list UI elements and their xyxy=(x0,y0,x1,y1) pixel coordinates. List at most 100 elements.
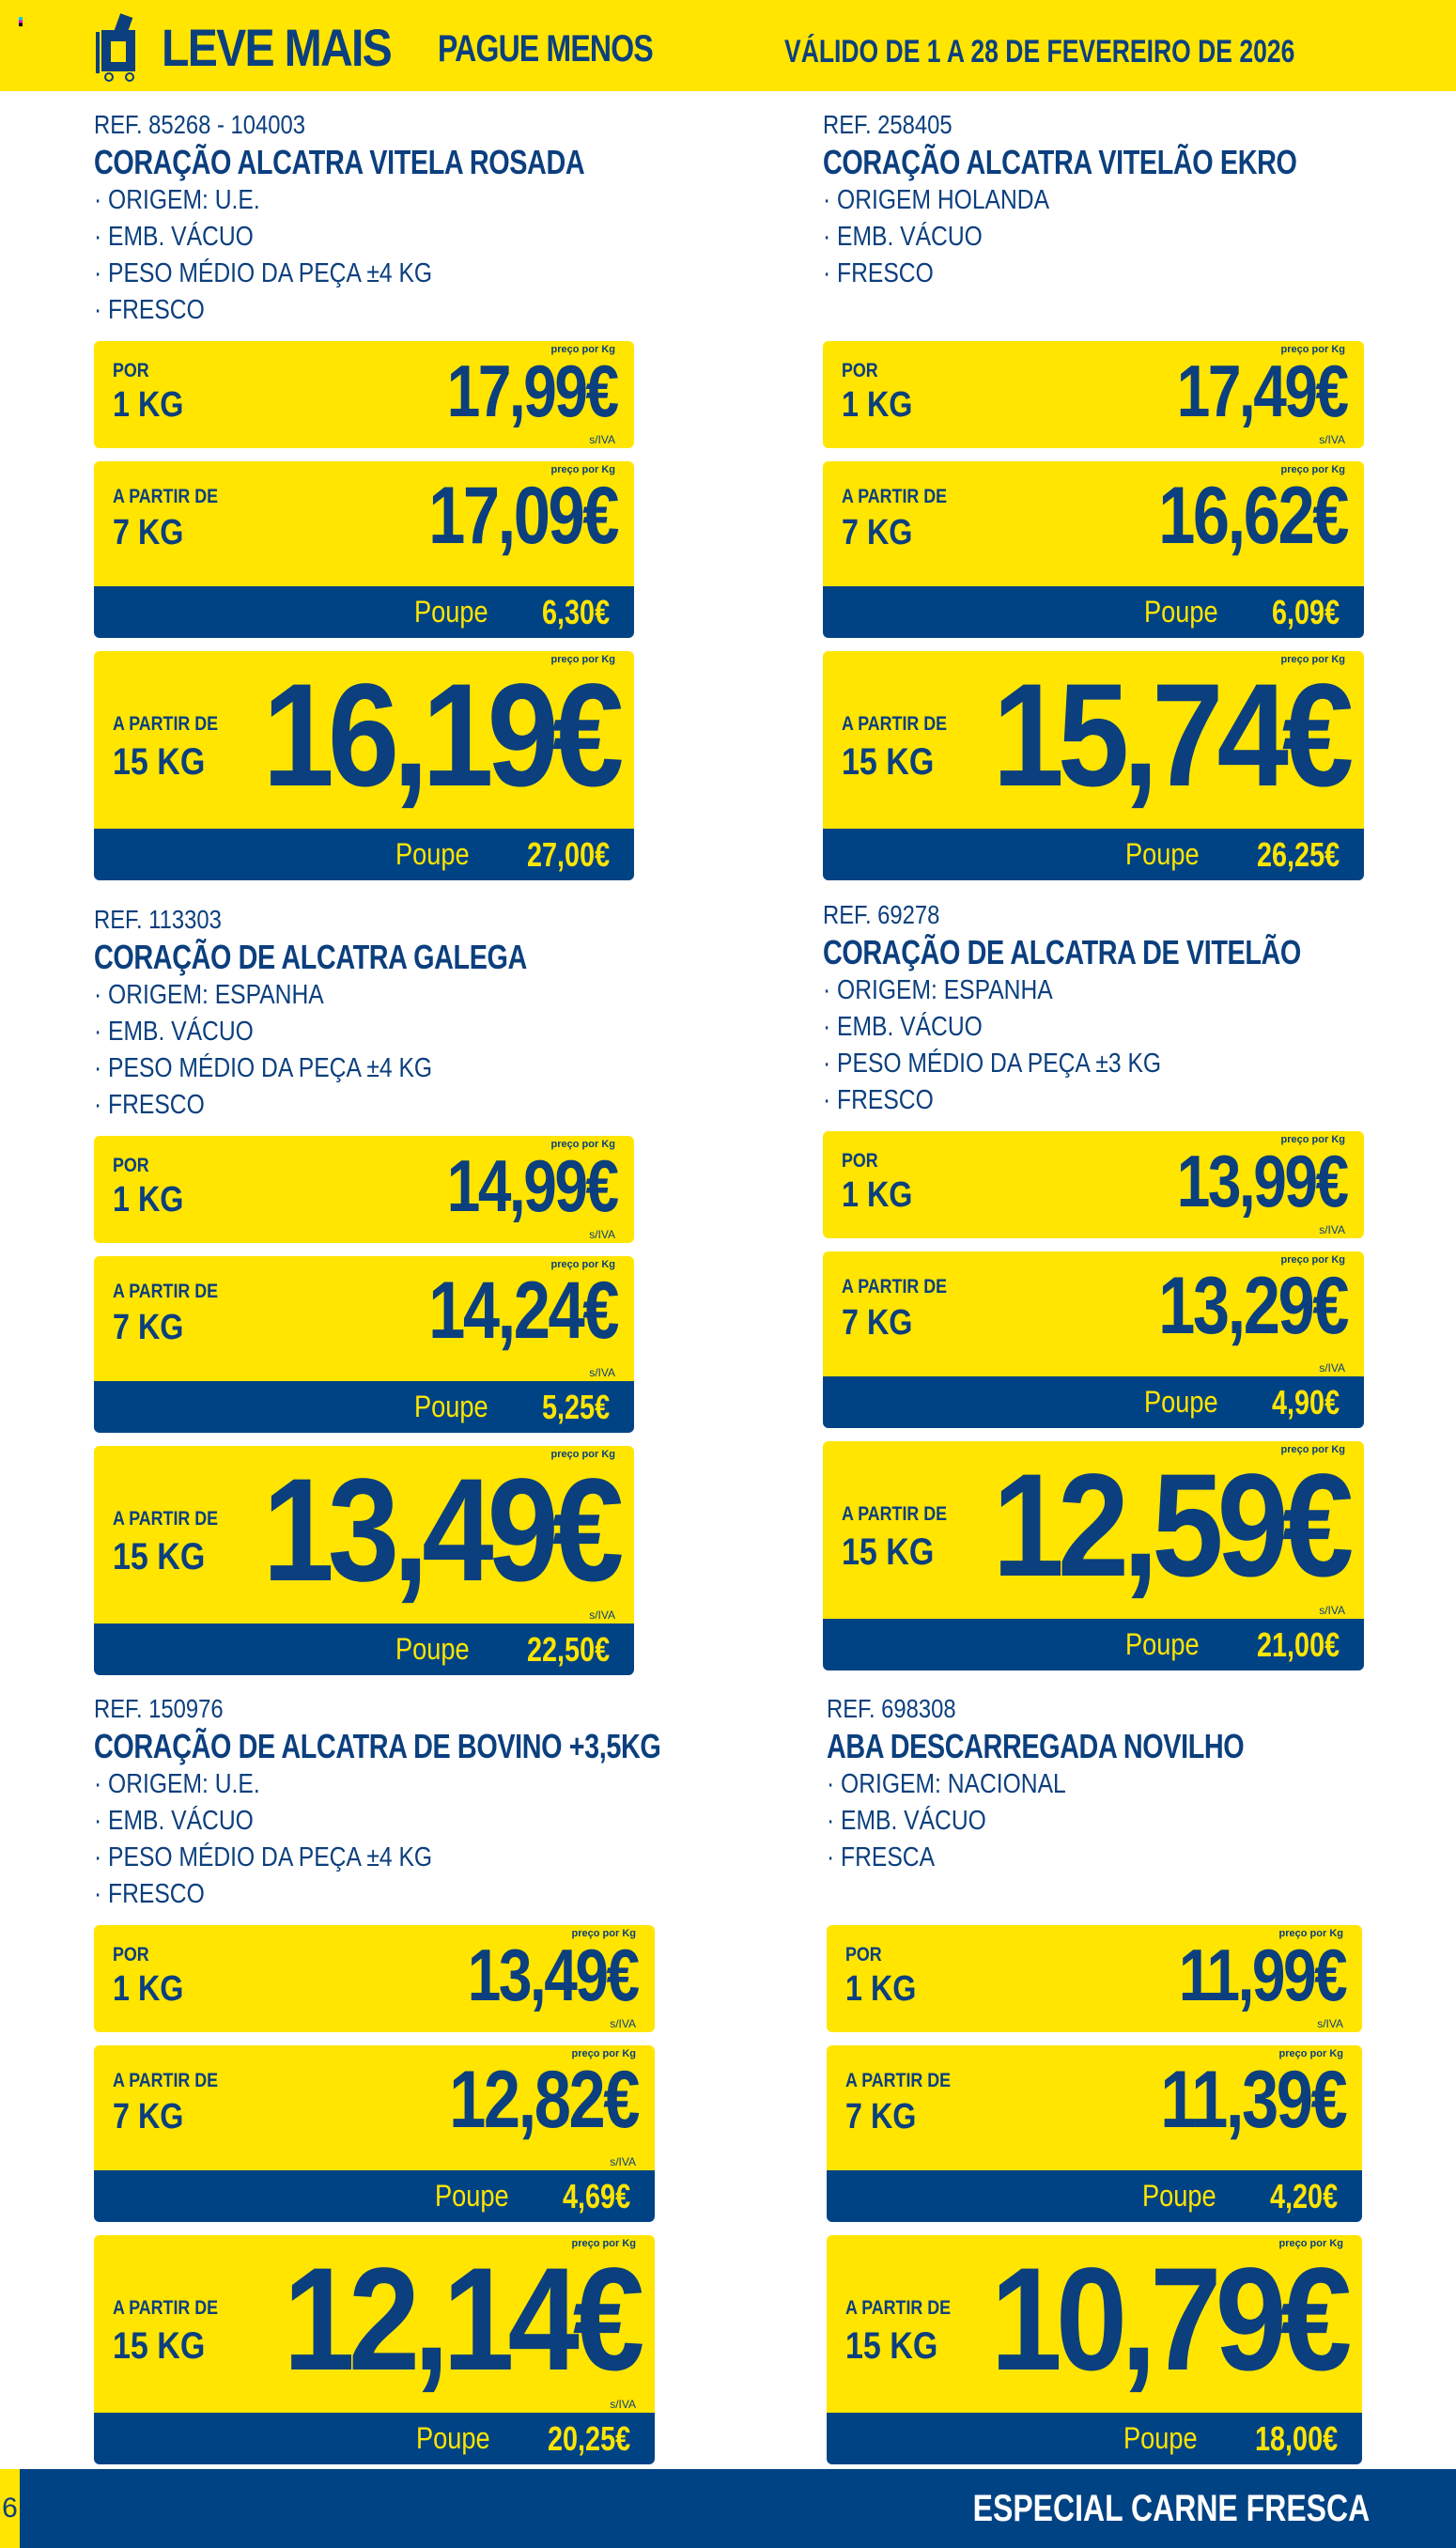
tier-price: 13,29€ xyxy=(1158,1261,1349,1351)
tier-price: 16,62€ xyxy=(1158,471,1349,561)
product-ref: REF. 150976 xyxy=(94,1694,224,1723)
savings-label: Poupe xyxy=(1142,2179,1216,2213)
price-panel: A PARTIR DE 15 KG preço por Kg 12,59€ s/IVA xyxy=(823,1441,1364,1619)
feature-item: · EMB. VÁCUO xyxy=(94,222,254,252)
price-per-kg-label: preço por Kg xyxy=(571,1928,636,1939)
savings-bar: Poupe 4,69€ xyxy=(94,2170,655,2222)
tier-prefix: A PARTIR DE xyxy=(845,2070,952,2091)
savings-value: 21,00€ xyxy=(1256,1624,1340,1664)
tier-quantity: 1 KG xyxy=(113,385,184,425)
product-title: CORAÇÃO DE ALCATRA DE VITELÃO xyxy=(823,933,1301,971)
price-panel: A PARTIR DE 7 KG preço por Kg 14,24€ s/IVA xyxy=(94,1256,634,1381)
tier-prefix: A PARTIR DE xyxy=(113,1508,219,1530)
savings-bar: Poupe 20,25€ xyxy=(94,2413,655,2464)
tier-price: 11,39€ xyxy=(1159,2055,1348,2145)
product-card: REF. 85268 - 104003 CORAÇÃO ALCATRA VITEL… xyxy=(94,107,634,893)
price-tier-2: A PARTIR DE 7 KG preço por Kg 17,09€ Poupe 6,… xyxy=(94,461,634,638)
savings-bar: Poupe 4,20€ xyxy=(827,2170,1362,2222)
tier-quantity: 1 KG xyxy=(113,1180,184,1220)
product-ref: REF. 698308 xyxy=(827,1694,956,1723)
tier-price: 14,24€ xyxy=(428,1266,619,1356)
tier-price: 10,79€ xyxy=(990,2238,1352,2401)
price-per-kg-label: preço por Kg xyxy=(571,2048,636,2059)
vat-note: s/IVA xyxy=(1317,2017,1343,2030)
tier-quantity: 1 KG xyxy=(842,385,913,425)
savings-label: Poupe xyxy=(395,837,470,871)
price-tier-1: POR 1 KG preço por Kg 17,99€ s/IVA xyxy=(94,341,634,448)
feature-item: · EMB. VÁCUO xyxy=(94,1017,254,1047)
price-per-kg-label: preço por Kg xyxy=(1280,1134,1345,1145)
price-tier-3: A PARTIR DE 15 KG preço por Kg 16,19€ Poupe 2… xyxy=(94,651,634,880)
tier-prefix: A PARTIR DE xyxy=(113,486,219,507)
tier-quantity: 1 KG xyxy=(113,1969,184,2009)
feature-item: · FRESCO xyxy=(94,1090,205,1120)
tier-quantity: 7 KG xyxy=(842,513,913,552)
tier-price: 12,59€ xyxy=(992,1444,1354,1608)
tier-quantity: 7 KG xyxy=(113,513,184,552)
price-panel: A PARTIR DE 7 KG preço por Kg 17,09€ xyxy=(94,461,634,586)
price-panel: POR 1 KG preço por Kg 13,99€ s/IVA xyxy=(823,1131,1364,1238)
savings-value: 6,30€ xyxy=(541,592,610,631)
tier-quantity: 15 KG xyxy=(113,2325,206,2367)
vat-note: s/IVA xyxy=(1319,433,1345,446)
vat-note: s/IVA xyxy=(610,2398,636,2411)
product-ref: REF. 85268 - 104003 xyxy=(94,110,305,139)
price-panel: A PARTIR DE 15 KG preço por Kg 10,79€ xyxy=(827,2235,1362,2413)
savings-bar: Poupe 5,25€ xyxy=(94,1381,634,1433)
price-tier-1: POR 1 KG preço por Kg 17,49€ s/IVA xyxy=(823,341,1364,448)
price-tier-1: POR 1 KG preço por Kg 13,99€ s/IVA xyxy=(823,1131,1364,1238)
tier-quantity: 7 KG xyxy=(842,1303,913,1343)
savings-label: Poupe xyxy=(416,2421,490,2455)
savings-label: Poupe xyxy=(435,2179,509,2213)
price-per-kg-label: preço por Kg xyxy=(1278,2048,1343,2059)
tier-prefix: POR xyxy=(113,1944,149,1965)
price-panel: POR 1 KG preço por Kg 14,99€ s/IVA xyxy=(94,1136,634,1243)
tier-price: 12,82€ xyxy=(449,2055,640,2145)
feature-item: · PESO MÉDIO DA PEÇA ±4 KG xyxy=(94,1842,433,1872)
vat-note: s/IVA xyxy=(610,2017,636,2030)
savings-label: Poupe xyxy=(395,1632,470,1666)
price-tier-1: POR 1 KG preço por Kg 13,49€ s/IVA xyxy=(94,1925,655,2032)
tier-price: 15,74€ xyxy=(992,654,1354,817)
tier-quantity: 15 KG xyxy=(842,1531,935,1573)
vat-note: s/IVA xyxy=(1319,1361,1345,1375)
header-banner: LEVE MAIS PAGUE MENOS VÁLIDO DE 1 A 28 D… xyxy=(0,0,1456,91)
price-tier-2: A PARTIR DE 7 KG preço por Kg 14,24€ s/IVA Po… xyxy=(94,1256,634,1433)
feature-item: · ORIGEM: U.E. xyxy=(94,1769,260,1799)
feature-item: · PESO MÉDIO DA PEÇA ±4 KG xyxy=(94,1053,433,1083)
product-title: CORAÇÃO DE ALCATRA GALEGA xyxy=(94,938,527,976)
vat-note: s/IVA xyxy=(589,1608,615,1622)
product-features: · ORIGEM HOLANDA · EMB. VÁCUO · FRESCO xyxy=(823,182,1283,341)
savings-label: Poupe xyxy=(1144,1385,1218,1419)
feature-item: · EMB. VÁCUO xyxy=(94,1806,254,1836)
product-card: REF. 69278 CORAÇÃO DE ALCATRA DE VITELÃO ·… xyxy=(823,897,1364,1684)
tier-prefix: A PARTIR DE xyxy=(113,713,219,735)
product-card: REF. 113303 CORAÇÃO DE ALCATRA GALEGA · OR… xyxy=(94,902,634,1688)
savings-label: Poupe xyxy=(1144,595,1218,629)
price-panel: A PARTIR DE 7 KG preço por Kg 12,82€ s/IVA xyxy=(94,2045,655,2170)
savings-value: 4,69€ xyxy=(562,2176,630,2215)
footer-bar: 6 ESPECIAL CARNE FRESCA xyxy=(0,2469,1456,2548)
product-features: · ORIGEM: U.E. · EMB. VÁCUO · PESO MÉDIO D… xyxy=(94,1766,570,1925)
price-panel: POR 1 KG preço por Kg 17,99€ s/IVA xyxy=(94,341,634,448)
savings-value: 20,25€ xyxy=(547,2418,630,2458)
price-per-kg-label: preço por Kg xyxy=(550,654,615,665)
price-per-kg-label: preço por Kg xyxy=(1280,1254,1345,1266)
product-features: · ORIGEM: NACIONAL · EMB. VÁCUO · FRESCA xyxy=(827,1766,1282,1925)
tier-quantity: 7 KG xyxy=(113,1308,184,1347)
tier-prefix: POR xyxy=(113,360,149,381)
feature-item: · ORIGEM: NACIONAL xyxy=(827,1769,1066,1799)
tier-prefix: POR xyxy=(842,360,878,381)
product-card: REF. 258405 CORAÇÃO ALCATRA VITELÃO EKRO ·… xyxy=(823,107,1364,893)
price-panel: A PARTIR DE 15 KG preço por Kg 15,74€ xyxy=(823,651,1364,829)
product-features: · ORIGEM: U.E. · EMB. VÁCUO · PESO MÉDIO D… xyxy=(94,182,553,341)
tier-price: 13,99€ xyxy=(1177,1140,1349,1222)
section-title: ESPECIAL CARNE FRESCA xyxy=(972,2488,1370,2529)
savings-label: Poupe xyxy=(1125,837,1200,871)
savings-bar: Poupe 21,00€ xyxy=(823,1619,1364,1670)
product-ref: REF. 69278 xyxy=(823,900,940,929)
tier-quantity: 7 KG xyxy=(113,2097,184,2136)
savings-bar: Poupe 4,90€ xyxy=(823,1376,1364,1428)
tier-prefix: POR xyxy=(842,1150,878,1172)
feature-item: · ORIGEM: ESPANHA xyxy=(94,980,324,1010)
